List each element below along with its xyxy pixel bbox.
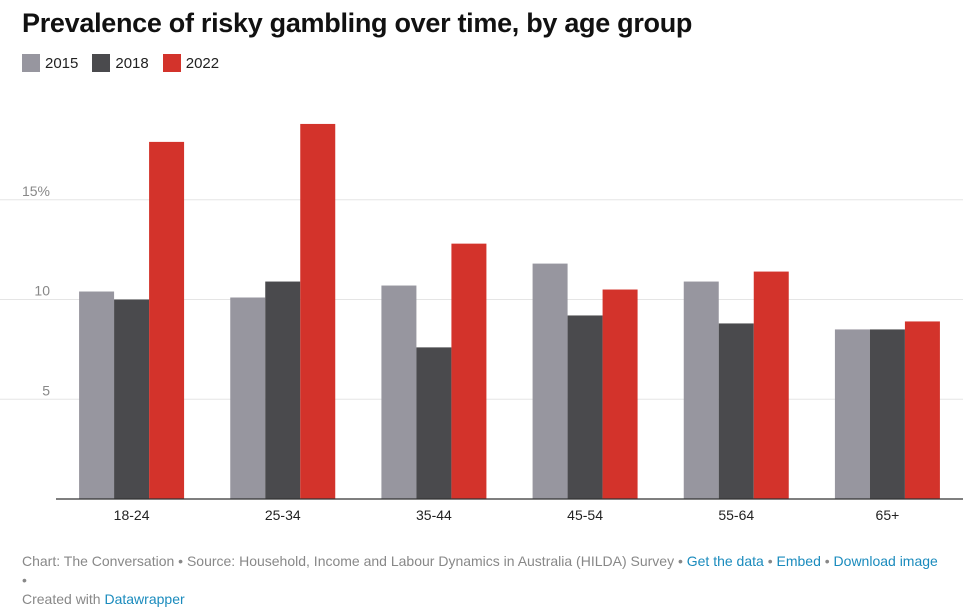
footer-separator: • bbox=[22, 572, 27, 588]
legend-item-2015: 2015 bbox=[22, 54, 78, 72]
datawrapper-link[interactable]: Datawrapper bbox=[104, 591, 185, 607]
legend-item-2018: 2018 bbox=[92, 54, 149, 72]
bar-2018-45-54 bbox=[567, 315, 603, 499]
bar-2022-65+ bbox=[904, 321, 940, 499]
footer-created-with: Created with bbox=[22, 591, 105, 607]
bar-2022-45-54 bbox=[602, 289, 638, 499]
footer-separator: • bbox=[820, 553, 834, 569]
bar-2018-35-44 bbox=[416, 347, 452, 499]
x-tick-label: 18-24 bbox=[114, 507, 150, 523]
legend-label-2022: 2022 bbox=[185, 54, 220, 72]
y-tick-label: 10 bbox=[34, 283, 50, 299]
bar-2022-35-44 bbox=[451, 243, 487, 499]
bar-2015-18-24 bbox=[79, 291, 115, 499]
footer-source: Chart: The Conversation • Source: Househ… bbox=[22, 553, 687, 569]
footer-separator: • bbox=[763, 553, 777, 569]
legend: 2015 2018 2022 bbox=[22, 54, 233, 72]
x-tick-label: 35-44 bbox=[416, 507, 452, 523]
bar-2015-25-34 bbox=[230, 297, 266, 499]
bar-2015-55-64 bbox=[683, 281, 719, 499]
chart-title: Prevalence of risky gambling over time, … bbox=[22, 8, 693, 38]
bar-2018-65+ bbox=[869, 329, 905, 499]
legend-swatch-2015 bbox=[22, 54, 40, 72]
bar-2018-18-24 bbox=[114, 299, 150, 499]
get-data-link[interactable]: Get the data bbox=[686, 553, 764, 569]
download-image-link[interactable]: Download image bbox=[833, 553, 938, 569]
legend-swatch-2022 bbox=[162, 54, 181, 72]
bar-2018-25-34 bbox=[265, 281, 301, 499]
embed-link[interactable]: Embed bbox=[776, 553, 821, 569]
x-tick-label: 55-64 bbox=[718, 507, 754, 523]
legend-label-2015: 2015 bbox=[45, 54, 79, 72]
bar-chart: 5 10 15% 18-24 25-34 35-44 45-54 55-64 65+ bbox=[0, 123, 963, 523]
legend-swatch-2018 bbox=[92, 54, 111, 72]
bar-2022-55-64 bbox=[753, 271, 789, 499]
x-tick-label: 25-34 bbox=[265, 507, 301, 523]
bar-2015-35-44 bbox=[381, 285, 417, 499]
bar-2022-25-34 bbox=[300, 123, 336, 499]
bar-2022-18-24 bbox=[149, 141, 185, 499]
y-tick-label: 5 bbox=[42, 382, 50, 398]
chart-footer: Chart: The Conversation • Source: Househ… bbox=[22, 552, 942, 609]
x-tick-label: 45-54 bbox=[567, 507, 603, 523]
bar-2015-65+ bbox=[834, 329, 870, 499]
y-tick-label: 15% bbox=[22, 183, 50, 199]
legend-label-2018: 2018 bbox=[115, 54, 149, 72]
legend-item-2022: 2022 bbox=[162, 54, 220, 72]
bar-2018-55-64 bbox=[718, 323, 754, 499]
x-tick-label: 65+ bbox=[876, 507, 900, 523]
bar-2015-45-54 bbox=[532, 263, 568, 499]
